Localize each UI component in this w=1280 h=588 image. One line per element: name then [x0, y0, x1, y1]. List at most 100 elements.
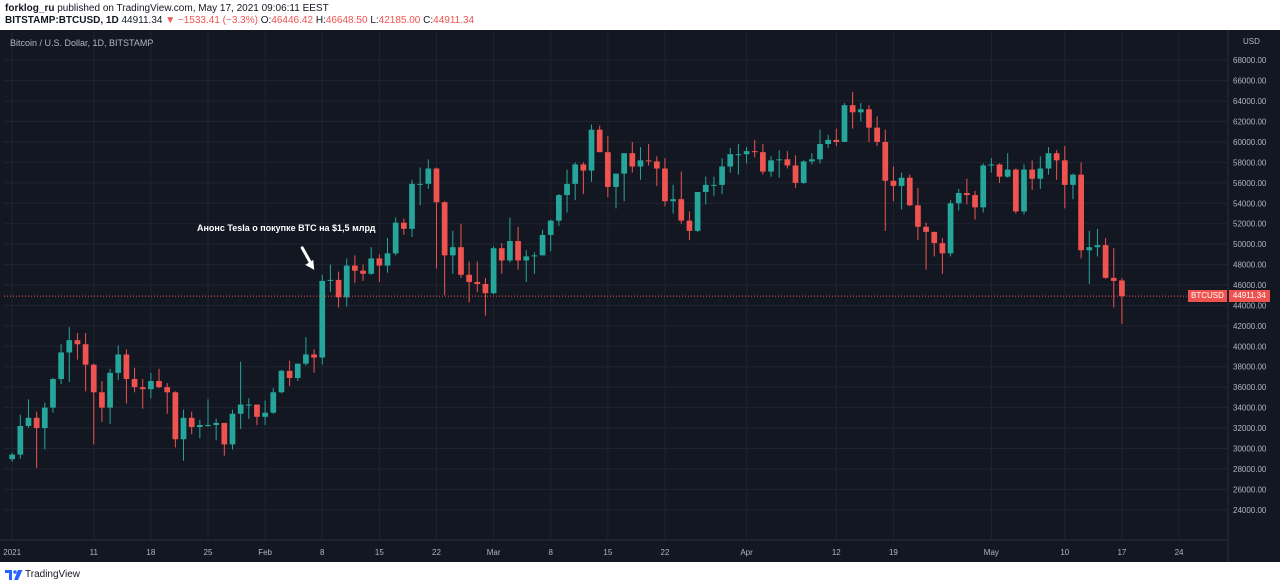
time-axis-label: 12	[832, 548, 841, 557]
candle-body	[898, 177, 905, 186]
candle-body	[482, 283, 489, 294]
candle-body	[678, 199, 685, 221]
candle-body	[776, 159, 783, 161]
candle-body	[621, 153, 628, 174]
candle-body	[596, 129, 603, 153]
candle-body	[409, 183, 415, 229]
candle-body	[1037, 168, 1044, 179]
price-axis-label: 58000.00	[1233, 158, 1267, 167]
candle-body	[653, 161, 660, 169]
candle-body	[719, 166, 725, 185]
candle-body	[384, 253, 391, 266]
candle-body	[874, 127, 880, 142]
candle-body	[115, 354, 122, 373]
candle-body	[262, 412, 268, 417]
candle-body	[1004, 169, 1011, 177]
candle-body	[33, 417, 40, 429]
time-axis-label: Feb	[258, 548, 272, 557]
candle-body	[857, 109, 864, 113]
time-axis-label: Mar	[487, 548, 501, 557]
symbol-label[interactable]: BITSTAMP:BTCUSD, 1D	[5, 15, 119, 26]
candle-body	[702, 184, 709, 193]
candle-body	[507, 241, 513, 261]
candle-body	[1102, 245, 1109, 278]
time-axis-label: 22	[661, 548, 670, 557]
candle-body	[245, 404, 252, 406]
candle-body	[996, 164, 1003, 177]
candle-body	[278, 370, 285, 393]
candle-body	[947, 203, 954, 254]
low-value: 42185.00	[378, 15, 421, 26]
candle-body	[466, 274, 472, 282]
candle-body	[1021, 169, 1027, 212]
candle-body	[833, 139, 840, 142]
candle-body	[131, 379, 138, 388]
candle-body	[433, 168, 440, 203]
time-axis-label: Apr	[740, 548, 753, 557]
candle-body	[1094, 245, 1101, 248]
tradingview-brand[interactable]: TradingView	[25, 569, 81, 580]
candle-body	[694, 192, 701, 231]
chart-header: forklog_ru published on TradingView.com,…	[0, 0, 1280, 30]
candle-body	[866, 109, 872, 128]
candle-body	[270, 392, 277, 413]
candle-body	[180, 417, 187, 440]
time-axis-label: 15	[375, 548, 384, 557]
candle-body	[9, 454, 16, 460]
candle-body	[376, 258, 383, 266]
candle-body	[58, 352, 64, 379]
candle-body	[727, 154, 734, 167]
price-axis-label: 32000.00	[1233, 424, 1267, 433]
candle-body	[490, 248, 497, 294]
candle-body	[498, 248, 505, 261]
candlestick-chart[interactable]: 24000.00 26000.00 28000.00 30000.00 32000.00…	[0, 30, 1280, 562]
tesla-annotation[interactable]: Анонс Tesla о покупке BTC на $1,5 млрд	[197, 223, 376, 233]
publisher-name[interactable]: forklog_ru	[5, 3, 55, 14]
candle-body	[808, 159, 815, 162]
candle-body	[82, 344, 89, 365]
candle-body	[294, 363, 301, 378]
price-axis-label: 62000.00	[1233, 118, 1267, 127]
candle-body	[441, 202, 448, 256]
candle-body	[25, 417, 32, 426]
currency-label: USD	[1243, 37, 1260, 46]
candle-body	[1078, 174, 1084, 251]
candle-body	[670, 199, 676, 202]
time-axis-label: 19	[889, 548, 898, 557]
time-axis-label: 11	[90, 548, 99, 557]
candle-body	[515, 241, 521, 261]
price-axis-label: 68000.00	[1233, 56, 1267, 65]
candle-body	[417, 183, 424, 185]
candle-body	[1119, 280, 1125, 297]
candle-body	[1029, 169, 1036, 179]
candle-body	[980, 165, 987, 208]
candle-body	[1070, 174, 1076, 185]
footer: TradingView	[0, 562, 1280, 588]
chart-area[interactable]: 24000.00 26000.00 28000.00 30000.00 32000.00…	[0, 30, 1280, 562]
candle-body	[547, 220, 554, 235]
candle-body	[237, 404, 244, 414]
tradingview-logo-icon[interactable]	[5, 569, 23, 581]
candle-body	[139, 387, 146, 390]
change-value: ▼ −1533.41 (−3.3%)	[165, 15, 258, 26]
candle-body	[286, 370, 293, 378]
candle-body	[1110, 277, 1117, 281]
last-price-symbol: BTCUSD	[1188, 290, 1227, 302]
candle-body	[41, 407, 48, 429]
price-axis-label: 42000.00	[1233, 322, 1267, 331]
candle-body	[972, 195, 978, 208]
candle-body	[1012, 169, 1019, 212]
time-axis-label: 25	[204, 548, 213, 557]
price-axis-label: 28000.00	[1233, 465, 1267, 474]
candle-body	[539, 234, 546, 256]
price-axis-label: 36000.00	[1233, 383, 1267, 392]
time-axis-label: 10	[1060, 548, 1069, 557]
price-axis-label: 64000.00	[1233, 97, 1267, 106]
close-value: 44911.34	[433, 15, 475, 26]
candle-body	[148, 381, 154, 390]
price-axis-label: 54000.00	[1233, 199, 1267, 208]
candle-body	[449, 247, 456, 256]
candle-body	[800, 161, 807, 183]
price-axis-label: 48000.00	[1233, 261, 1267, 270]
open-label: O:	[260, 15, 272, 26]
